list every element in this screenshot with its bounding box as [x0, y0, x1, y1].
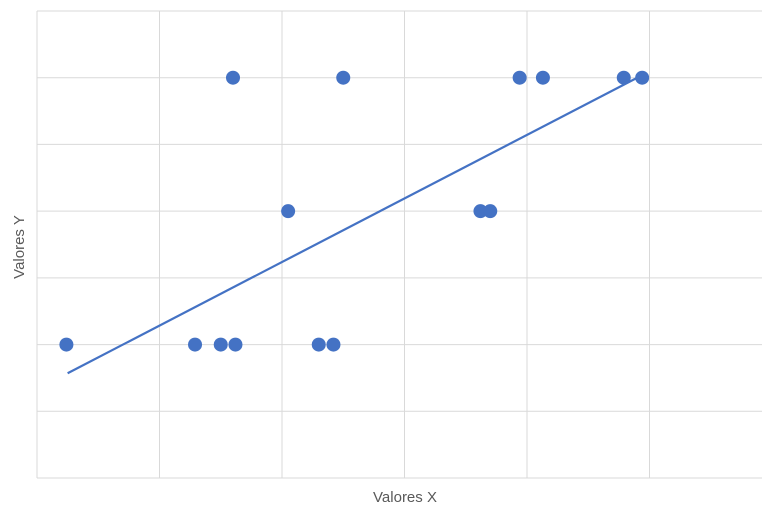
data-point — [281, 204, 296, 219]
data-point — [311, 337, 326, 352]
x-axis-title: Valores X — [373, 489, 437, 505]
chart-gridlines — [36, 10, 762, 479]
trendline — [67, 76, 638, 375]
data-point — [213, 337, 228, 352]
data-point — [473, 204, 488, 219]
data-point — [228, 337, 243, 352]
data-point — [326, 337, 341, 352]
data-point — [336, 70, 351, 85]
data-point — [512, 70, 527, 85]
data-point — [188, 337, 203, 352]
trendline-layer — [67, 76, 638, 375]
data-point — [535, 70, 550, 85]
y-axis-title: Valores Y — [11, 215, 28, 279]
data-point — [59, 337, 74, 352]
data-points — [59, 70, 650, 352]
data-point — [226, 70, 240, 85]
data-point — [616, 70, 631, 85]
data-point — [635, 70, 650, 85]
data-point — [483, 204, 498, 219]
